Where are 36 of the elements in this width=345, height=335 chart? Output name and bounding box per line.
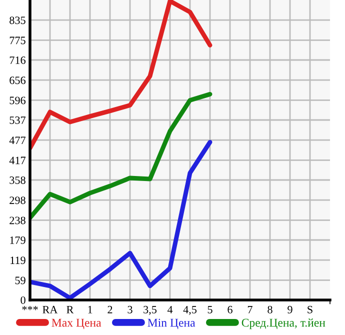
x-tick-label: 3,5 — [144, 306, 157, 315]
x-tick-label: S — [308, 306, 312, 314]
x-tick-label: 1 — [88, 306, 92, 314]
x-tick-label: R — [66, 306, 74, 314]
y-tick-label: 835 — [10, 16, 26, 24]
y-tick-label: 238 — [10, 216, 26, 224]
x-tick-label: 4,5 — [183, 306, 197, 315]
y-tick-label: 596 — [10, 96, 26, 104]
legend-label: Max Цена — [52, 318, 102, 330]
x-tick-label: 3 — [128, 306, 132, 314]
x-tick-label: *** — [22, 306, 38, 310]
x-tick-label: 8 — [268, 306, 272, 314]
y-tick-label: 119 — [10, 256, 26, 264]
legend-label: Min Цена — [148, 318, 196, 330]
y-tick-label: 298 — [10, 196, 26, 204]
line-series — [30, 92, 212, 220]
x-tick-label: 7 — [248, 306, 252, 314]
y-tick-label: 179 — [10, 236, 26, 244]
x-tick-label: 6 — [228, 306, 232, 314]
legend-label: Сред.Цена, т.йен — [242, 318, 326, 330]
x-tick-label: 5 — [208, 306, 212, 314]
y-tick-label: 537 — [10, 116, 26, 124]
x-tick-label: 2 — [108, 306, 112, 314]
y-tick-label: 656 — [10, 76, 26, 84]
y-tick-label: 775 — [10, 36, 26, 44]
y-tick-label: 716 — [10, 56, 26, 64]
y-tick-label: 0 — [20, 296, 26, 304]
x-tick-label: RA — [42, 306, 58, 314]
y-tick-label: 477 — [9, 136, 26, 144]
line-series — [30, 140, 212, 300]
y-tick-label: 59 — [15, 276, 26, 284]
x-tick-label: 9 — [288, 306, 292, 314]
y-tick-label: 358 — [10, 176, 26, 184]
x-tick-label: 4 — [167, 306, 173, 314]
y-tick-label: 417 — [9, 156, 26, 164]
line-series — [30, 0, 212, 150]
